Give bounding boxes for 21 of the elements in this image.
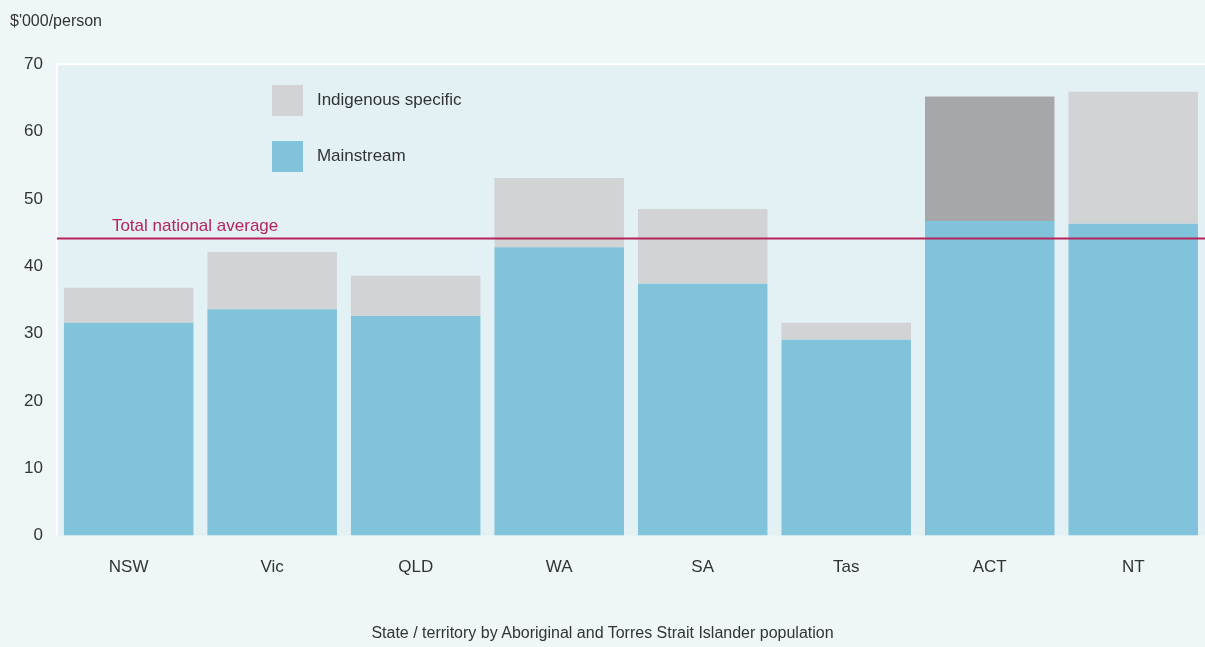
legend-label: Mainstream (316, 146, 406, 167)
x-tick-label: Vic (260, 557, 285, 577)
y-tick-label: 40 (23, 255, 43, 275)
x-tick-label: SA (691, 557, 715, 577)
y-tick-label: 30 (23, 323, 43, 343)
x-tick-label: ACT (972, 557, 1007, 577)
legend-label: Indigenous specific (316, 90, 462, 111)
y-tick-label: 60 (23, 121, 43, 141)
x-tick-label: QLD (398, 557, 434, 577)
y-tick-label: 0 (33, 525, 43, 545)
y-tick-label: 70 (23, 53, 43, 73)
x-tick-label: WA (545, 557, 574, 577)
ref-line-label: Total national average (111, 215, 279, 235)
x-axis-title: State / territory by Aboriginal and Torres Strait Islander population (370, 624, 835, 642)
x-tick-label: NSW (108, 557, 149, 577)
y-axis-title: $'000/person (10, 12, 103, 30)
x-tick-label: Tas (832, 557, 860, 577)
y-tick-label: 50 (23, 188, 43, 208)
x-tick-label: NT (1121, 557, 1145, 577)
y-tick-label: 10 (23, 457, 43, 477)
y-tick-label: 20 (23, 390, 43, 410)
